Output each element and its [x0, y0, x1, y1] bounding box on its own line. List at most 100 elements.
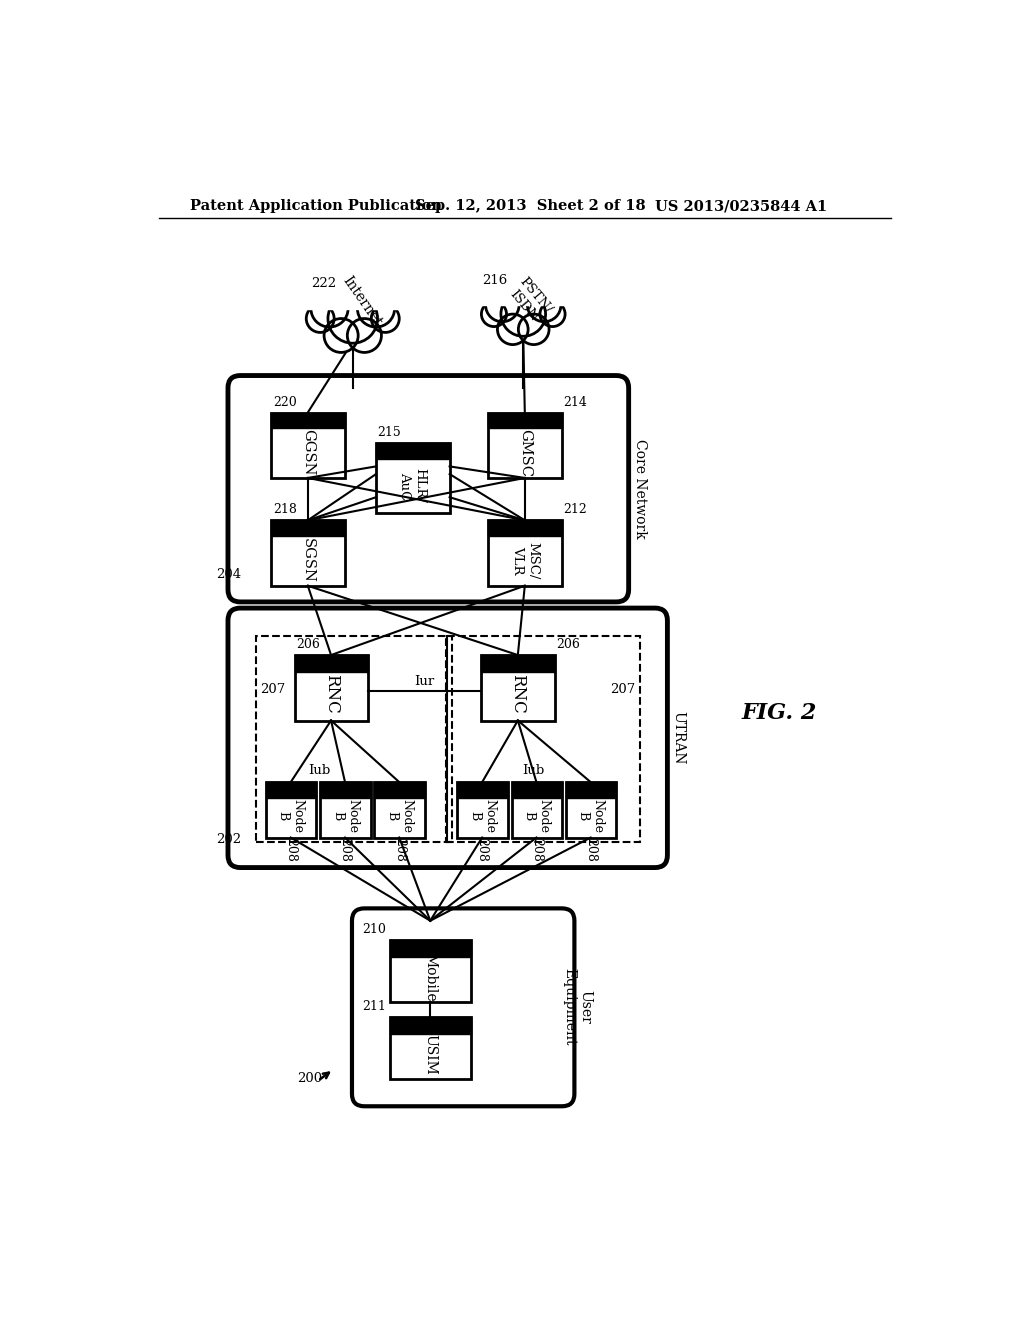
- Text: Iub: Iub: [522, 764, 545, 777]
- Bar: [481, 655, 555, 721]
- Bar: [458, 781, 508, 838]
- Circle shape: [501, 292, 546, 337]
- Circle shape: [306, 305, 334, 333]
- Text: UTRAN: UTRAN: [672, 710, 685, 764]
- Text: 204: 204: [216, 568, 242, 581]
- Bar: [512, 781, 562, 838]
- Text: 222: 222: [310, 277, 336, 289]
- Text: RNC: RNC: [509, 673, 526, 713]
- Text: 208: 208: [339, 838, 351, 862]
- Bar: [488, 412, 562, 478]
- Text: PSTN/
ISDN: PSTN/ ISDN: [505, 276, 554, 326]
- Text: RNC: RNC: [323, 673, 340, 713]
- Bar: [321, 781, 371, 838]
- Bar: [375, 781, 425, 797]
- Text: User
Equipment: User Equipment: [562, 968, 593, 1045]
- Text: SGSN: SGSN: [301, 539, 314, 582]
- Circle shape: [324, 318, 358, 352]
- Text: 214: 214: [563, 396, 588, 409]
- Bar: [266, 781, 316, 797]
- Text: Node
B: Node B: [331, 799, 359, 833]
- Text: Node
B: Node B: [577, 799, 605, 833]
- Text: Patent Application Publication: Patent Application Publication: [190, 199, 442, 213]
- Text: 208: 208: [584, 838, 597, 862]
- Bar: [481, 655, 555, 672]
- Bar: [566, 781, 616, 797]
- Text: Mobile: Mobile: [423, 953, 437, 1002]
- Bar: [566, 781, 616, 838]
- Bar: [295, 655, 369, 672]
- Text: 207: 207: [260, 684, 285, 696]
- Text: Iur: Iur: [415, 675, 435, 688]
- Circle shape: [372, 305, 399, 333]
- Text: 211: 211: [362, 1001, 386, 1014]
- Text: 208: 208: [476, 838, 488, 862]
- FancyBboxPatch shape: [228, 609, 668, 867]
- Circle shape: [540, 302, 565, 326]
- Bar: [390, 940, 471, 957]
- Bar: [488, 520, 562, 586]
- Text: 212: 212: [563, 503, 588, 516]
- Text: 210: 210: [362, 923, 386, 936]
- Text: 200: 200: [298, 1072, 323, 1085]
- Bar: [390, 1016, 471, 1078]
- Text: 208: 208: [393, 838, 406, 862]
- Circle shape: [481, 302, 507, 326]
- Circle shape: [311, 290, 348, 327]
- Text: 208: 208: [530, 838, 543, 862]
- FancyBboxPatch shape: [352, 908, 574, 1106]
- Circle shape: [527, 289, 561, 322]
- Text: 206: 206: [296, 638, 321, 651]
- Text: USIM: USIM: [423, 1034, 437, 1074]
- Text: Node
B: Node B: [468, 799, 497, 833]
- Bar: [306, 285, 399, 309]
- Bar: [488, 520, 562, 536]
- Text: 220: 220: [273, 396, 297, 409]
- Bar: [321, 781, 371, 797]
- Text: GGSN: GGSN: [301, 429, 314, 475]
- Bar: [445, 636, 640, 842]
- Text: 218: 218: [273, 503, 297, 516]
- Text: Iub: Iub: [308, 764, 331, 777]
- Text: Node
B: Node B: [276, 799, 305, 833]
- Bar: [512, 781, 562, 797]
- Circle shape: [328, 294, 378, 343]
- Text: GMSC: GMSC: [518, 429, 531, 477]
- Bar: [481, 284, 565, 305]
- Text: FIG. 2: FIG. 2: [741, 702, 817, 723]
- Bar: [376, 444, 450, 459]
- Circle shape: [498, 314, 528, 345]
- Bar: [295, 655, 369, 721]
- Bar: [271, 412, 345, 478]
- Text: MSC/
VLR: MSC/ VLR: [511, 541, 539, 579]
- FancyBboxPatch shape: [228, 376, 629, 602]
- Text: 215: 215: [378, 426, 401, 440]
- Text: Sep. 12, 2013  Sheet 2 of 18: Sep. 12, 2013 Sheet 2 of 18: [415, 199, 645, 213]
- Bar: [266, 781, 316, 838]
- Bar: [271, 520, 345, 536]
- Bar: [271, 413, 345, 428]
- Text: US 2013/0235844 A1: US 2013/0235844 A1: [655, 199, 827, 213]
- Bar: [390, 940, 471, 1002]
- Text: HLR/
AuC: HLR/ AuC: [398, 469, 426, 503]
- Circle shape: [485, 289, 519, 322]
- Circle shape: [518, 314, 549, 345]
- Circle shape: [357, 290, 394, 327]
- Text: Node
B: Node B: [522, 799, 551, 833]
- Bar: [390, 1016, 471, 1034]
- Text: 208: 208: [285, 838, 297, 862]
- Text: 207: 207: [610, 684, 636, 696]
- Text: Node
B: Node B: [385, 799, 414, 833]
- Text: Internet: Internet: [340, 273, 384, 329]
- Text: Core Network: Core Network: [633, 438, 646, 539]
- Text: 202: 202: [216, 833, 242, 846]
- Bar: [488, 413, 562, 428]
- Text: 216: 216: [482, 273, 507, 286]
- Bar: [375, 781, 425, 838]
- Bar: [256, 636, 452, 842]
- Text: 206: 206: [557, 638, 581, 651]
- Bar: [271, 520, 345, 586]
- Circle shape: [347, 318, 381, 352]
- Bar: [458, 781, 508, 797]
- Bar: [376, 444, 450, 512]
